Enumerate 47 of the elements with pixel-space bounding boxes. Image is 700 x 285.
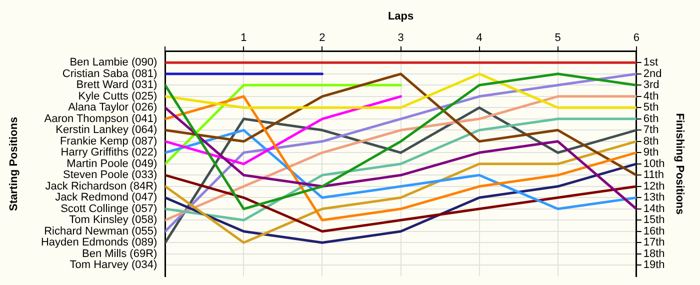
text: Tom Kinsley (058) xyxy=(69,214,158,226)
x-tick-label: 3 xyxy=(398,32,404,44)
text: Steven Poole (033) xyxy=(63,169,158,182)
y-tick-label: 17th xyxy=(643,236,665,249)
y-tick-label: 11th xyxy=(643,169,664,182)
x-tick-label: 4 xyxy=(476,32,482,44)
text: Jack Redmond (047) xyxy=(55,192,158,204)
y-tick-label: 10th xyxy=(643,158,665,170)
y-tick-label: 8th xyxy=(643,135,659,148)
y-tick-label: 13th xyxy=(643,192,665,204)
y-axis-title: Finishing Positions xyxy=(673,113,686,215)
y-tick-label: 9th xyxy=(643,146,659,159)
text: Scott Collinge (057) xyxy=(60,202,158,215)
text: Ben Mills (69R) xyxy=(82,248,158,260)
text: Hayden Edmonds (089) xyxy=(40,236,158,249)
text: Alana Taylor (026) xyxy=(68,102,158,114)
x-tick-label: 2 xyxy=(319,32,326,44)
y-tick-label: 19th xyxy=(643,259,665,272)
text: Kyle Cutts (025) xyxy=(78,90,158,102)
text: Cristian Saba (081) xyxy=(62,68,158,80)
y-tick-label: 15th xyxy=(643,214,665,226)
y-tick-label: 14th xyxy=(643,202,665,215)
x-tick-label: 1 xyxy=(240,32,247,44)
text: Richard Newman (055) xyxy=(44,225,158,238)
y-tick-label: 6th xyxy=(643,112,659,125)
x-tick-label: 5 xyxy=(554,32,561,44)
y-tick-label: 18th xyxy=(643,248,665,260)
y-tick-label: 7th xyxy=(643,124,659,136)
y-tick-label: 4th xyxy=(643,90,659,102)
text: Brett Ward (031) xyxy=(76,79,158,92)
text: Frankie Kemp (087) xyxy=(60,135,158,148)
y-tick-label: 2nd xyxy=(643,68,662,80)
text: Ben Lambie (090) xyxy=(70,56,158,69)
y-tick-label: 16th xyxy=(643,225,665,238)
text: Martin Poole (049) xyxy=(66,158,158,170)
text: Tom Harvey (034) xyxy=(70,259,158,272)
text: Jack Richardson (84R) xyxy=(45,180,158,192)
text: Harry Griffiths (022) xyxy=(60,146,158,159)
text: Starting Positions xyxy=(8,116,20,211)
text: Aaron Thompson (041) xyxy=(44,112,158,125)
y-tick-label: 3rd xyxy=(643,79,660,92)
x-axis-title: Laps xyxy=(388,10,414,23)
x-tick-label: 6 xyxy=(633,32,640,44)
y-tick-label: 1st xyxy=(643,56,658,69)
y-tick-label: 5th xyxy=(643,102,659,114)
y-tick-label: 12th xyxy=(643,180,665,192)
text: Kerstin Lankey (064) xyxy=(56,124,158,136)
